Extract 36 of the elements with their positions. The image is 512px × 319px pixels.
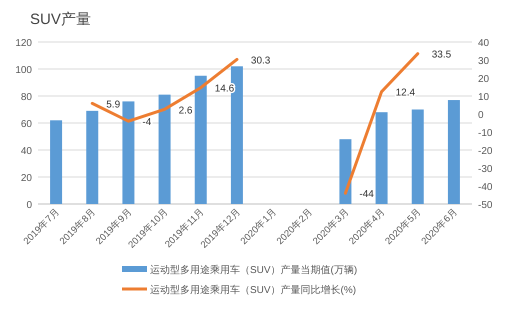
y2-tick-label: 30 bbox=[478, 56, 490, 67]
y2-tick-label: 40 bbox=[478, 38, 490, 49]
data-label: -44 bbox=[359, 189, 374, 200]
data-label: 12.4 bbox=[396, 88, 416, 99]
y-tick-label: 40 bbox=[20, 146, 32, 157]
y2-tick-label: 20 bbox=[478, 74, 490, 85]
y2-tick-label: 0 bbox=[478, 110, 484, 121]
bar bbox=[194, 76, 207, 204]
y2-tick-label: -30 bbox=[478, 164, 493, 175]
bar bbox=[448, 100, 460, 204]
bar bbox=[376, 112, 388, 204]
bar bbox=[50, 120, 62, 204]
data-label: -4 bbox=[142, 117, 152, 128]
bar bbox=[122, 101, 134, 204]
y2-tick-label: -10 bbox=[478, 128, 493, 139]
y-tick-label: 100 bbox=[15, 65, 32, 76]
data-label: 2.6 bbox=[178, 105, 193, 116]
y2-tick-label: -20 bbox=[478, 146, 493, 157]
y2-tick-label: -50 bbox=[478, 200, 493, 211]
data-label: 30.3 bbox=[250, 55, 271, 66]
y2-tick-label: -40 bbox=[478, 182, 493, 193]
legend-label: 运动型多用途乘用车（SUV）产量当期值(万辆) bbox=[150, 264, 358, 276]
y-tick-label: 20 bbox=[20, 173, 32, 184]
y-tick-label: 80 bbox=[20, 92, 32, 103]
y2-tick-label: 10 bbox=[478, 92, 490, 103]
bar bbox=[339, 139, 352, 204]
y-tick-label: 120 bbox=[15, 38, 32, 49]
bar bbox=[412, 110, 424, 204]
bar bbox=[158, 94, 171, 204]
y-tick-label: 0 bbox=[26, 200, 32, 211]
data-label: 5.9 bbox=[106, 99, 121, 110]
data-label: 33.5 bbox=[432, 50, 452, 61]
bar bbox=[86, 110, 98, 204]
y-tick-label: 60 bbox=[20, 119, 32, 130]
legend-label: 运动型多用途乘用车（SUV）产量同比增长(%) bbox=[150, 284, 356, 296]
chart-title: SUV产量 bbox=[30, 11, 91, 28]
